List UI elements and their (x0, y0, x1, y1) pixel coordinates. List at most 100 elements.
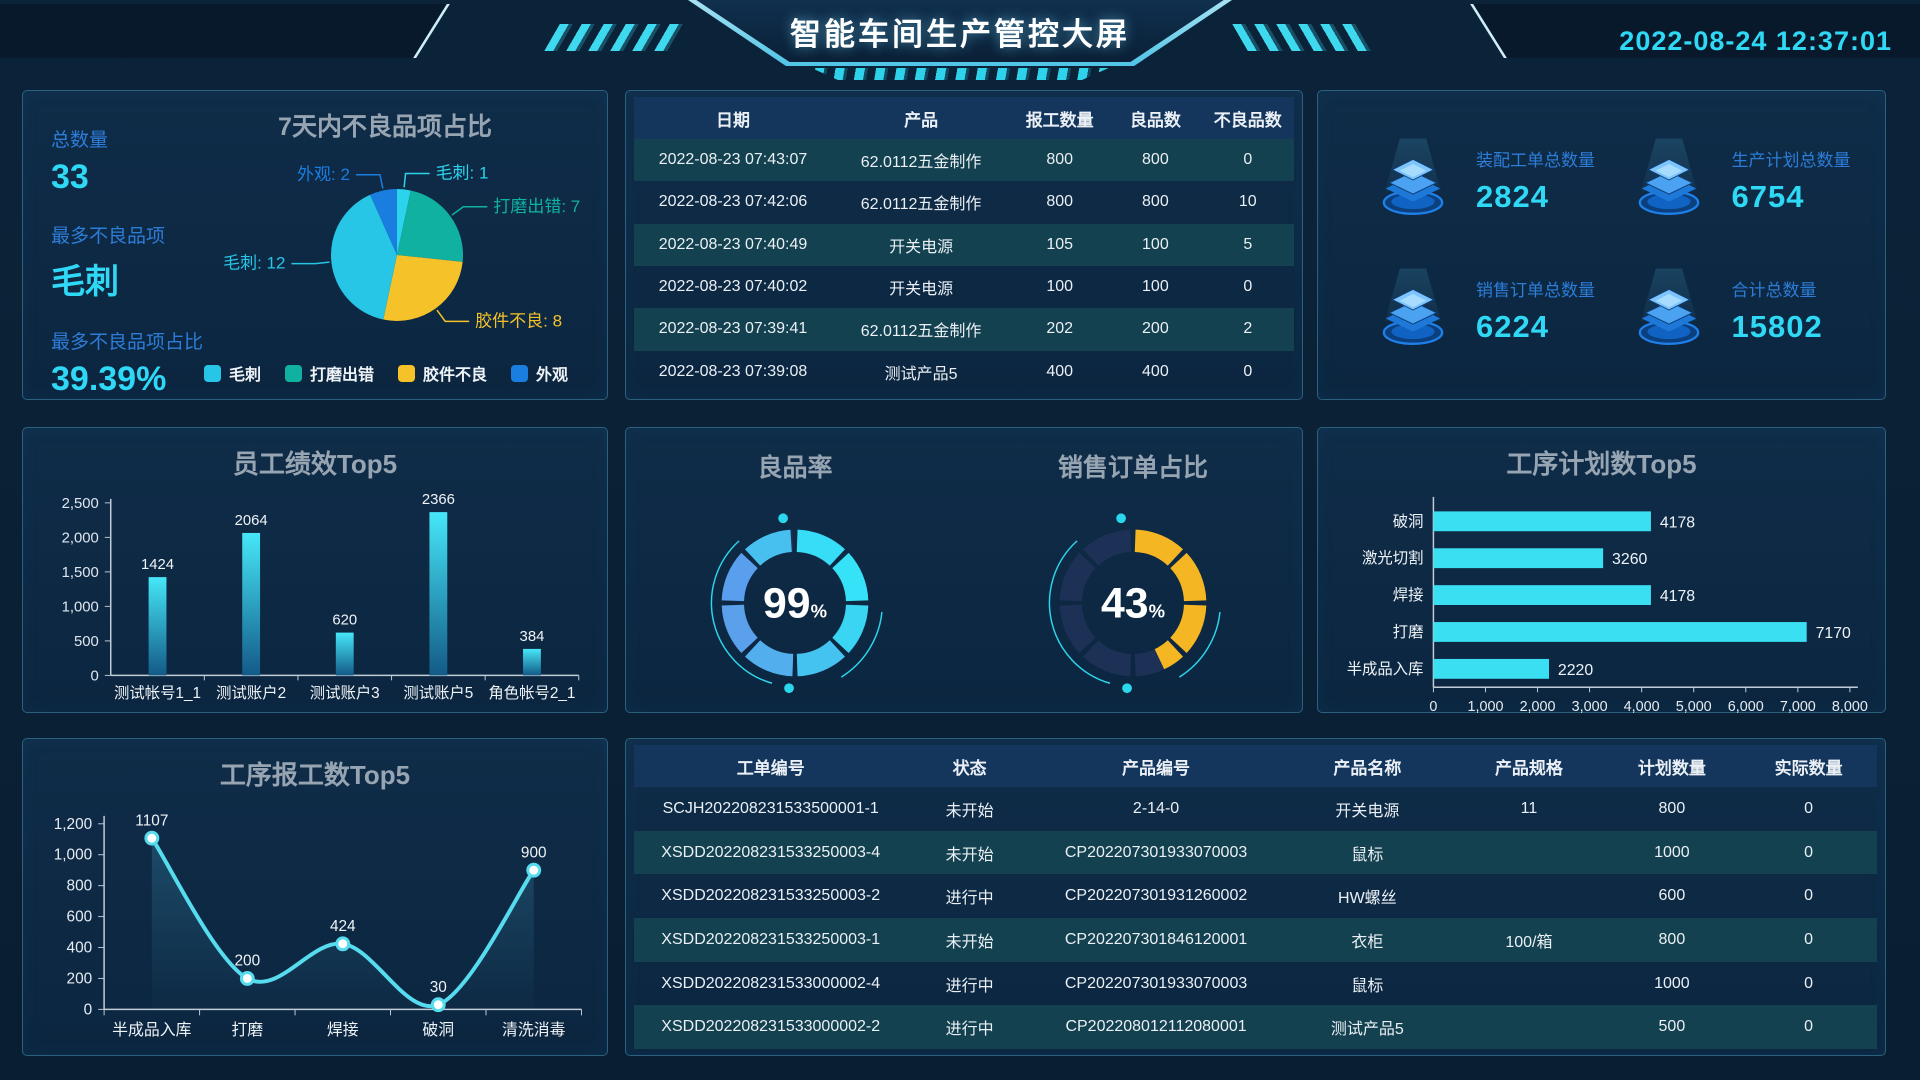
table-cell: 202 (1046, 320, 1074, 338)
table-cell: 5 (1243, 235, 1253, 253)
bar[interactable] (1433, 585, 1651, 605)
legend-swatch (284, 364, 302, 382)
chart-label: 400 (67, 939, 93, 956)
legend-item[interactable]: 外观 (511, 361, 568, 385)
table-cell: CP202207301931260002 (1064, 887, 1248, 905)
chart-label: 900 (521, 844, 547, 861)
column-header: 产品名称 (1333, 758, 1402, 778)
stat-value: 39.39% (51, 360, 167, 398)
card-value: 6754 (1731, 178, 1805, 214)
table-cell: HW螺丝 (1338, 890, 1397, 908)
chart-label: 2,000 (1520, 699, 1556, 715)
pie-leader-line (403, 172, 430, 188)
table-cell: 未开始 (945, 802, 994, 820)
gauge-fill (744, 529, 793, 566)
table-cell: 800 (1046, 151, 1074, 169)
table-cell: 100 (1142, 235, 1169, 253)
bar[interactable] (1433, 658, 1549, 679)
chart-label: 7,000 (1780, 699, 1816, 715)
line-point[interactable] (430, 997, 446, 1013)
table-cell: 2022-08-23 07:40:49 (658, 235, 808, 253)
panel-report-table: 日期 产品 报工数量 良品数 不良品数 2022-08-23 07:43:07 62.011… (625, 90, 1303, 400)
plan-hbar-chart[interactable]: 0 1,000 2,000 3,000 4,000 5,000 6,000 7,000 8,00… (1325, 487, 1878, 723)
panel-process-report-top5: 工序报工数Top5 0 200 400 600 800 1,000 1,200 1107 半成品… (22, 738, 608, 1056)
legend-item[interactable]: 毛刺 (203, 361, 261, 385)
gauge-decor-dot (778, 513, 788, 524)
legend-swatch (511, 364, 529, 382)
card-label: 生产计划总数量 (1731, 150, 1851, 170)
table-cell: 0 (1804, 799, 1814, 817)
column-header: 工单编号 (736, 758, 805, 778)
table-cell: 62.0112五金制作 (860, 154, 982, 172)
pie-slice[interactable] (370, 189, 397, 255)
line-point[interactable] (144, 830, 160, 846)
layers-icon (1638, 138, 1699, 216)
bar[interactable] (1433, 511, 1651, 532)
gauge-decor-arc (710, 540, 773, 684)
sales-gauge-chart[interactable]: 43% (997, 484, 1269, 718)
line-point[interactable] (526, 862, 542, 878)
table-cell: SCJH202208231533500001-1 (662, 799, 879, 817)
line-area (151, 838, 534, 1010)
column-header: 实际数量 (1774, 758, 1843, 778)
chart-label: 焊接 (327, 1021, 359, 1039)
column-header: 产品编号 (1122, 758, 1191, 778)
bar[interactable] (335, 632, 354, 676)
chart-label: 800 (67, 878, 93, 895)
table-cell: 0 (1243, 151, 1253, 169)
gauge-fill (721, 604, 759, 653)
chart-label: 打磨出错: 7 (493, 197, 580, 216)
report-line-chart[interactable]: 0 200 400 600 800 1,000 1,200 1107 半成品入库 200 打磨 424… (29, 796, 601, 1060)
stat-value: 33 (51, 158, 89, 196)
staff-bar-chart[interactable]: 0 500 1,000 1,500 2,000 2,500 1424 测试帐号1_1 2064 测… (36, 487, 594, 723)
yield-gauge-chart[interactable]: 99% (659, 484, 931, 718)
chart-label: 600 (67, 909, 93, 926)
pie-slice[interactable] (397, 190, 463, 262)
layers-icon (1382, 138, 1444, 216)
table-cell: 62.0112五金制作 (860, 196, 982, 214)
line-point[interactable] (239, 971, 255, 986)
pie-leader-line (291, 261, 330, 265)
pie-slice[interactable] (331, 194, 397, 320)
column-header: 不良品数 (1213, 110, 1282, 130)
table-cell: XSDD202208231533000002-2 (661, 1018, 881, 1036)
chart-label: 测试账户3 (310, 684, 380, 702)
table-row: 2022-08-23 07:39:41 62.0112五金制作 202 200 2 (634, 308, 1294, 351)
gauge-decor-dot (784, 683, 794, 694)
chart-label: 1,000 (54, 847, 92, 864)
line-point[interactable] (335, 936, 351, 952)
pie-slice[interactable] (397, 189, 411, 255)
table-cell: CP202207301933070003 (1064, 843, 1248, 861)
legend-item[interactable]: 打磨出错 (284, 361, 374, 385)
chart-label: 0 (1429, 699, 1437, 715)
table-row: XSDD202208231533250003-1 未开始 CP20220730184… (634, 918, 1877, 962)
gauge-fill (1134, 529, 1184, 566)
table-cell: 开关电源 (889, 281, 954, 299)
table-cell: 11 (1520, 799, 1538, 817)
summary-card: 生产计划总数量 6754 (1622, 115, 1878, 245)
table-cell: 400 (1142, 362, 1169, 380)
summary-card: 合计总数量 15802 (1622, 245, 1878, 375)
table-cell: 衣柜 (1351, 933, 1384, 951)
table-cell: 2022-08-23 07:39:41 (658, 320, 808, 338)
legend-label: 毛刺 (228, 367, 261, 384)
chart-label: 8,000 (1832, 699, 1868, 715)
header-wing-left-decor (0, 4, 450, 58)
chart-label: 1,000 (62, 599, 99, 615)
table-cell: 鼠标 (1351, 977, 1384, 995)
bar[interactable] (429, 512, 448, 676)
bar[interactable] (242, 532, 261, 676)
bar[interactable] (1433, 622, 1807, 642)
table-cell: 105 (1046, 235, 1074, 253)
pie-slice[interactable] (383, 255, 463, 321)
bar[interactable] (1433, 548, 1604, 569)
bar[interactable] (148, 577, 167, 676)
chart-label: 破洞 (1393, 512, 1424, 530)
legend-item[interactable]: 胶件不良 (398, 361, 487, 385)
table-row: 2022-08-23 07:43:07 62.0112五金制作 800 800 0 (634, 139, 1294, 182)
bar[interactable] (523, 648, 541, 676)
table-row: 2022-08-23 07:42:06 62.0112五金制作 800 800 10 (634, 181, 1294, 223)
table-cell: 鼠标 (1351, 846, 1384, 864)
panel-gauges: 良品率 99% 销售订单占比 43% (625, 427, 1303, 713)
